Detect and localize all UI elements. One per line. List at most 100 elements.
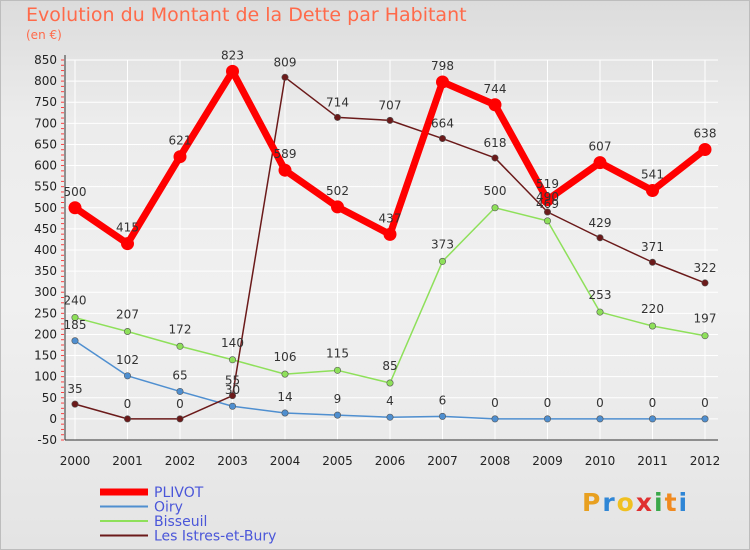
data-point — [491, 204, 499, 212]
data-label: 798 — [431, 59, 454, 73]
data-label: 35 — [67, 382, 82, 396]
data-label: 0 — [491, 396, 499, 410]
chart-title: Evolution du Montant de la Dette par Hab… — [26, 4, 467, 26]
x-tick-label: 2010 — [585, 454, 616, 468]
y-tick-label: -50 — [37, 433, 57, 447]
data-point — [124, 327, 132, 335]
data-point — [593, 156, 607, 170]
data-point — [646, 183, 659, 197]
logo-letter: t — [664, 488, 679, 517]
data-label: 714 — [326, 95, 349, 109]
data-point — [543, 208, 551, 216]
data-point — [71, 337, 79, 345]
y-tick-label: 450 — [34, 222, 57, 236]
data-label: 519 — [536, 177, 559, 191]
data-point — [176, 387, 184, 395]
x-tick-label: 2011 — [637, 454, 668, 468]
y-tick-label: 150 — [34, 349, 57, 363]
logo-letter: P — [582, 488, 603, 517]
series-layer — [68, 64, 712, 423]
proxiti-logo: Proxiti — [582, 488, 689, 517]
data-label: 0 — [649, 396, 657, 410]
data-label: 30 — [225, 383, 240, 397]
data-label: 502 — [326, 184, 349, 198]
data-point — [596, 234, 604, 242]
data-label: 490 — [536, 190, 559, 204]
legend-label: PLIVOT — [154, 485, 204, 501]
logo-letter: o — [616, 488, 636, 517]
data-point — [331, 200, 344, 214]
data-point — [648, 322, 656, 330]
x-tick-label: 2008 — [480, 454, 511, 468]
data-label: 607 — [589, 140, 612, 154]
data-point — [701, 279, 709, 287]
chart-unit: (en €) — [26, 28, 62, 42]
y-tick-label: 50 — [42, 391, 57, 405]
data-point — [333, 366, 341, 374]
legend-label: Oiry — [154, 500, 183, 516]
data-point — [121, 237, 134, 251]
data-label: 115 — [326, 346, 349, 360]
data-point — [701, 332, 709, 340]
data-point — [229, 402, 237, 410]
data-point — [173, 150, 187, 164]
data-point — [176, 342, 184, 350]
data-point — [491, 154, 499, 162]
data-point — [701, 415, 709, 423]
data-label: 664 — [431, 117, 454, 131]
data-label: 55 — [225, 374, 240, 388]
data-label: 172 — [169, 322, 192, 336]
y-tick-label: 200 — [34, 327, 57, 341]
data-label: 4 — [386, 394, 394, 408]
data-label: 240 — [64, 294, 87, 308]
data-label: 744 — [484, 82, 507, 96]
data-label: 541 — [641, 167, 664, 181]
data-label: 469 — [536, 197, 559, 211]
x-tick-label: 2012 — [690, 454, 721, 468]
data-point — [648, 415, 656, 423]
data-label: 0 — [176, 397, 184, 411]
logo-letter: r — [602, 488, 617, 517]
data-point — [281, 73, 289, 81]
x-tick-label: 2004 — [270, 454, 301, 468]
data-label: 207 — [116, 307, 139, 321]
y-tick-label: 100 — [34, 370, 57, 384]
logo-letter: x — [635, 488, 654, 517]
data-point — [333, 411, 341, 419]
x-tick-label: 2000 — [60, 454, 91, 468]
data-point — [281, 370, 289, 378]
data-point — [438, 257, 446, 265]
data-label: 220 — [641, 302, 664, 316]
data-point — [491, 415, 499, 423]
axis-layer: -500501001502002503003504004505005506006… — [34, 53, 720, 468]
y-tick-label: 850 — [34, 53, 57, 67]
x-tick-label: 2007 — [427, 454, 458, 468]
data-label: 373 — [431, 237, 454, 251]
data-point — [71, 400, 79, 408]
x-tick-label: 2005 — [322, 454, 353, 468]
y-tick-label: 500 — [34, 201, 57, 215]
x-tick-label: 2009 — [532, 454, 563, 468]
data-point — [543, 415, 551, 423]
y-tick-label: 0 — [49, 412, 57, 426]
data-point — [386, 116, 394, 124]
data-point — [278, 163, 292, 177]
data-point — [226, 64, 239, 78]
data-point — [124, 372, 132, 380]
data-point — [176, 415, 184, 423]
data-label: 102 — [116, 353, 139, 367]
data-label: 429 — [589, 216, 612, 230]
data-point — [124, 415, 132, 423]
data-label: 707 — [379, 98, 402, 112]
x-tick-label: 2003 — [217, 454, 248, 468]
data-point — [436, 75, 449, 89]
data-label: 809 — [274, 55, 297, 69]
data-label: 500 — [64, 185, 87, 199]
data-point — [229, 392, 237, 400]
legend-label: Les Istres-et-Bury — [154, 529, 276, 545]
data-label: 140 — [221, 336, 244, 350]
data-point — [71, 314, 79, 322]
data-label: 322 — [694, 261, 717, 275]
